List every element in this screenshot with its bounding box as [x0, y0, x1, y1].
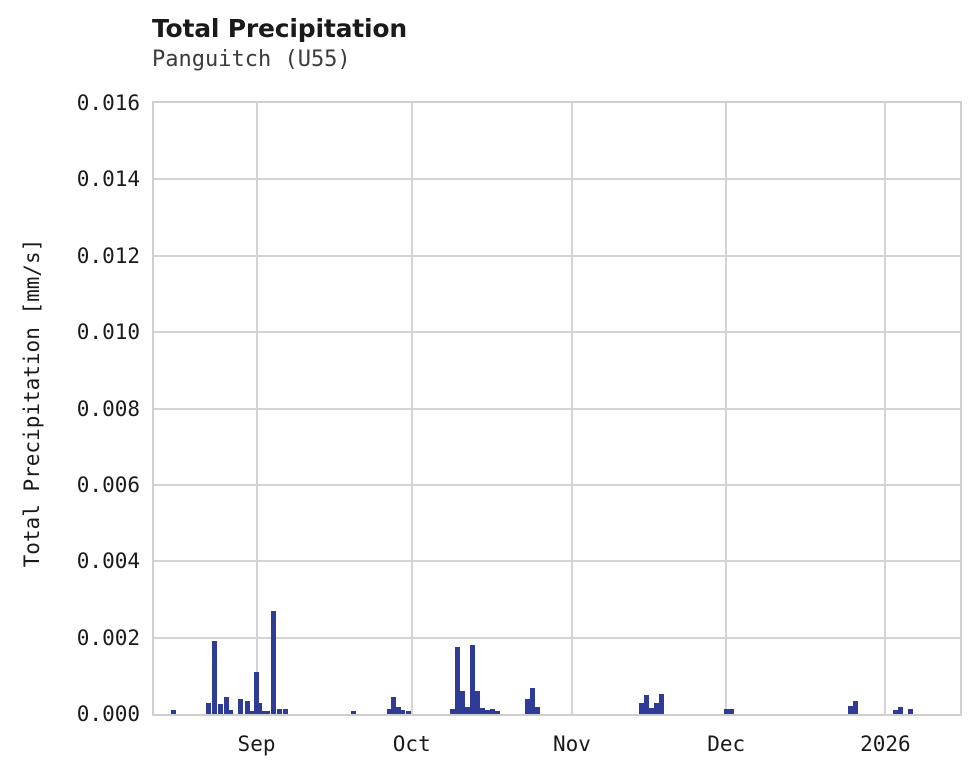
y-axis-tick-label: 0.000	[76, 702, 140, 726]
x-axis-tick-label: Nov	[552, 732, 591, 756]
y-axis-tick-label: 0.012	[76, 243, 140, 268]
gridline-horizontal	[154, 560, 960, 563]
gridline-horizontal	[154, 331, 960, 334]
bar	[484, 710, 490, 714]
y-axis-tick-labels: 0.000 0.002 0.004 0.006 0.008 0.010 0.012 0.014…	[0, 0, 140, 780]
chart-subtitle: Panguitch (U55)	[152, 47, 351, 72]
bar	[257, 702, 262, 714]
y-axis-tick-label: 0.008	[76, 396, 140, 421]
gridline-vertical	[884, 103, 887, 714]
bar	[529, 688, 535, 714]
x-axis-tick-label: Oct	[392, 732, 431, 756]
gridline-horizontal	[154, 178, 960, 181]
bar	[406, 710, 412, 714]
bar	[249, 710, 255, 714]
bar	[454, 647, 460, 714]
x-axis-tick-label: 2026	[860, 732, 911, 756]
bar	[391, 696, 397, 714]
bar	[276, 709, 282, 714]
bar	[238, 698, 244, 714]
x-axis-tick-label: Sep	[237, 732, 276, 756]
y-axis-tick-label: 0.016	[76, 91, 140, 115]
bar	[897, 707, 903, 714]
gridline-horizontal	[154, 483, 960, 486]
bar	[489, 708, 495, 714]
bar	[464, 707, 470, 714]
bar	[224, 696, 230, 714]
bar	[387, 709, 393, 714]
bar	[206, 702, 212, 714]
gridline-vertical	[570, 103, 573, 714]
x-axis-tick-label: Dec	[707, 732, 746, 756]
y-axis-tick-label: 0.002	[76, 625, 140, 650]
plot-area	[152, 101, 962, 716]
title-block: Total Precipitation Panguitch (U55)	[152, 14, 852, 74]
y-axis-tick-label: 0.004	[76, 549, 140, 574]
bar	[218, 704, 224, 714]
bar	[171, 710, 177, 714]
bar	[469, 645, 475, 714]
bar	[228, 710, 234, 714]
bar	[892, 710, 898, 714]
gridline-horizontal	[154, 636, 960, 639]
gridline-horizontal	[154, 407, 960, 410]
bar	[494, 710, 500, 714]
bar	[723, 709, 729, 714]
bar	[254, 672, 260, 714]
bar	[459, 691, 465, 714]
y-axis-tick-label: 0.010	[76, 320, 140, 345]
bar	[654, 702, 660, 714]
bar	[644, 694, 650, 714]
bar	[260, 710, 266, 714]
bar	[244, 700, 250, 714]
bar	[264, 710, 270, 714]
bar	[534, 707, 540, 714]
bar	[212, 641, 218, 714]
bar	[270, 610, 276, 714]
bar	[649, 707, 655, 714]
bar	[853, 700, 859, 714]
bar	[400, 710, 406, 714]
bar	[474, 691, 480, 714]
y-axis-tick-label: 0.006	[76, 472, 140, 497]
bar	[524, 698, 530, 714]
bar	[282, 708, 288, 714]
gridline-vertical	[255, 103, 258, 714]
bar	[728, 708, 734, 714]
page-title: Total Precipitation	[152, 14, 407, 43]
bar	[450, 709, 456, 714]
bar	[396, 707, 402, 714]
gridline-vertical	[725, 103, 728, 714]
bar	[639, 702, 645, 714]
y-axis-tick-label: 0.014	[76, 167, 140, 192]
bar	[658, 694, 664, 714]
bar	[350, 710, 356, 714]
bar	[848, 706, 854, 714]
gridline-horizontal	[154, 254, 960, 257]
bar	[479, 708, 485, 714]
bar	[907, 708, 913, 714]
gridline-vertical	[410, 103, 413, 714]
